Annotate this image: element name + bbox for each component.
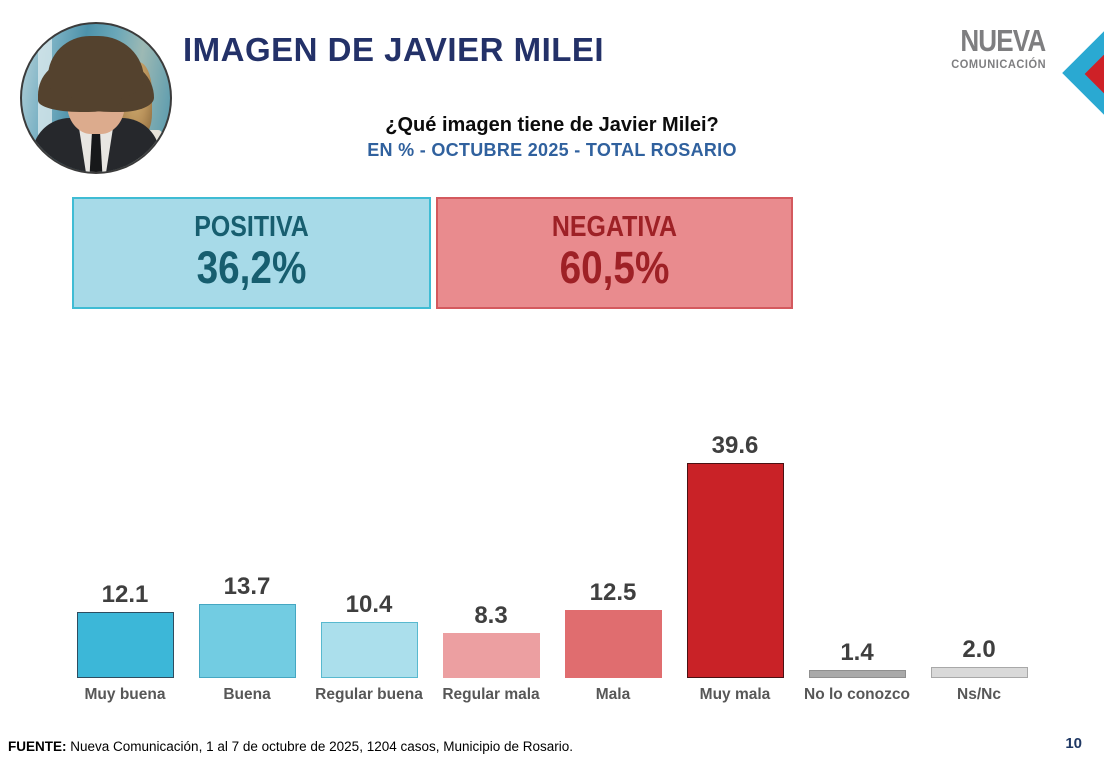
bar-chart: 12.1 13.7 10.4 8.3 12.5 39.6 1.4 2.0 [64, 420, 1040, 678]
bar [76, 612, 174, 678]
source-text: Nueva Comunicación, 1 al 7 de octubre de… [66, 739, 574, 754]
bar-group: 8.3 [430, 420, 552, 678]
chart-scope: EN % - OCTUBRE 2025 - TOTAL ROSARIO [367, 140, 737, 160]
negative-label: NEGATIVA [551, 211, 678, 243]
bar-value-label: 2.0 [962, 636, 996, 664]
nueva-comunicacion-logo: NUEVA COMUNICACIÓN [943, 23, 1046, 71]
source-label: FUENTE: [8, 739, 67, 754]
bar [564, 610, 662, 678]
bar-value-label: 12.1 [101, 581, 149, 609]
page-title: IMAGEN DE JAVIER MILEI [183, 31, 605, 68]
bar-value-label: 8.3 [474, 601, 508, 629]
bar [198, 603, 296, 678]
bar-category-label: Regular buena [315, 686, 423, 703]
negative-value: 60,5% [559, 242, 670, 294]
bar-value-label: 1.4 [840, 639, 874, 667]
bar-category-label: Mala [595, 686, 631, 703]
bar-group: 13.7 [186, 420, 308, 678]
bar-category-label: Muy mala [699, 686, 771, 703]
bar-category-label: Buena [223, 686, 271, 703]
bar-value-label: 10.4 [345, 590, 393, 618]
bar-value-label: 12.5 [589, 579, 637, 607]
positive-label: POSITIVA [194, 211, 309, 243]
photo-hair [48, 36, 144, 100]
bar [320, 621, 418, 678]
bar-category-label: No lo conozco [804, 686, 910, 703]
bar-value-label: 13.7 [223, 572, 271, 600]
bar-category-label: Ns/Nc [957, 686, 1001, 703]
bar-value-label: 39.6 [711, 431, 759, 459]
bar-group: 39.6 [674, 420, 796, 678]
logo-subtitle: COMUNICACIÓN [951, 56, 1046, 71]
page-number: 10 [1065, 735, 1082, 752]
bar-group: 12.5 [552, 420, 674, 678]
bar-chart-category-axis: Muy buena Buena Regular buena Regular mala M… [64, 686, 1040, 704]
bar [442, 632, 540, 678]
bar [686, 462, 784, 678]
negative-summary-box: NEGATIVA 60,5% [436, 197, 793, 309]
bar [808, 670, 906, 678]
logo-wordmark: NUEVA [960, 23, 1046, 58]
javier-milei-photo [20, 22, 172, 174]
chart-question: ¿Qué imagen tiene de Javier Milei? [385, 114, 719, 136]
bar-group: 1.4 [796, 420, 918, 678]
bar-group: 10.4 [308, 420, 430, 678]
positive-summary-box: POSITIVA 36,2% [72, 197, 431, 309]
bar-category-label: Muy buena [84, 686, 166, 703]
photo-tie [89, 130, 103, 172]
bar-category-label: Regular mala [442, 686, 540, 703]
source-note: FUENTE: Nueva Comunicación, 1 al 7 de oc… [8, 739, 573, 754]
bar [930, 667, 1028, 678]
bar-group: 12.1 [64, 420, 186, 678]
positive-value: 36,2% [196, 242, 307, 294]
bar-group: 2.0 [918, 420, 1040, 678]
